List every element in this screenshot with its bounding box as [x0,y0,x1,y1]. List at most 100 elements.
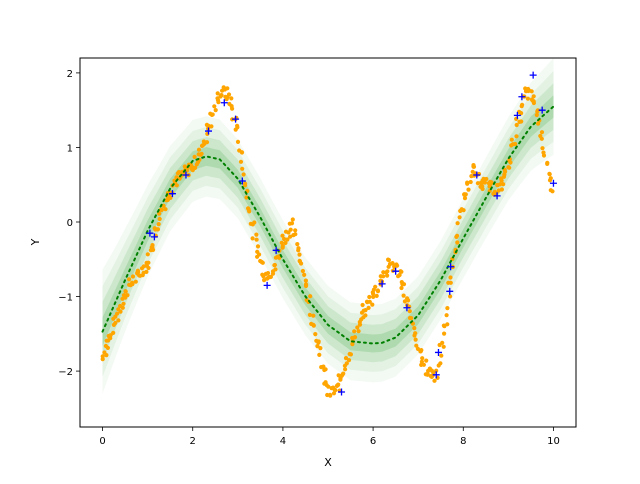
sample-point [545,161,550,166]
observation-plus [513,111,521,119]
sample-point [144,269,149,274]
x-tick-label: 10 [547,436,560,447]
sample-point [230,106,235,111]
sample-point [121,301,126,306]
sample-point [288,227,293,232]
sample-point [445,322,450,327]
sample-point [420,356,425,361]
sample-point [272,262,277,268]
sample-point [316,340,321,345]
observation-plus [220,99,228,107]
sample-point [313,332,318,337]
sample-point [509,137,514,142]
sample-point [457,215,462,220]
sample-point [547,172,552,177]
sample-point [414,343,419,348]
sample-point [381,270,386,275]
x-tick-label: 4 [280,436,286,447]
sample-point [539,130,545,135]
x-tick-label: 6 [370,436,376,447]
sample-point [225,86,230,91]
observation-plus [434,348,442,356]
sample-point [471,164,476,169]
sample-point [247,209,252,214]
sample-point [519,119,524,124]
sample-point [146,260,151,265]
sample-point [484,176,489,182]
confidence-band [102,83,554,363]
sample-point [425,372,430,377]
sample-point [455,240,460,245]
sample-point [343,367,348,372]
sample-point [282,236,287,242]
sample-point [293,232,298,237]
sample-point [293,228,298,233]
sample-point [366,305,371,310]
sample-point [541,153,547,158]
sample-point [212,104,217,109]
sample-point [157,216,162,222]
sample-point [536,121,541,126]
sample-point [108,336,113,341]
sample-point [386,258,391,263]
mean-curve [101,105,555,345]
noisy-samples [100,85,555,398]
sample-point [326,384,331,389]
sample-point [531,100,537,106]
sample-point [357,322,363,327]
sample-point [440,340,445,345]
observation-plus [403,304,411,312]
sample-point [130,274,136,279]
sample-point [363,313,368,318]
sample-point [363,308,368,313]
sample-point [455,233,460,238]
observation-plus [473,171,481,179]
x-tick-label: 0 [99,436,105,447]
sample-point [496,188,501,193]
sample-point [156,222,161,227]
sample-point [371,294,376,299]
gp-mean-line [101,105,555,345]
sample-point [352,329,357,334]
sample-point [133,279,138,284]
confidence-band [102,58,554,394]
sample-point [311,322,316,327]
sample-point [448,280,453,285]
x-tick-label: 8 [460,436,466,447]
sample-point [534,112,539,118]
sample-point [254,232,259,237]
sample-point [290,217,295,222]
sample-point [514,134,519,139]
sample-point [140,273,145,278]
observation-plus [150,233,158,241]
sample-point [406,298,411,303]
sample-point [539,136,544,141]
sample-point [280,243,285,249]
sample-point [235,125,240,130]
sample-point [116,318,121,323]
sample-point [488,181,493,186]
sample-point [250,236,255,241]
sample-point [513,141,518,147]
sample-point [332,387,337,392]
sample-point [125,293,130,298]
sample-point [514,122,519,128]
sample-point [466,187,471,192]
sample-point [123,289,128,294]
sample-point [174,183,179,188]
sample-point [498,182,503,187]
sample-point [155,227,161,232]
sample-point [299,261,304,266]
sample-point [331,391,337,396]
sample-point [283,240,288,245]
sample-point [385,269,390,274]
observation-plus [238,177,246,185]
sample-point [100,357,105,362]
observation-plus [338,388,346,396]
sample-point [311,313,316,318]
sample-point [352,335,357,340]
sample-point [462,196,468,201]
sample-point [317,352,322,357]
observation-plus [378,280,386,288]
